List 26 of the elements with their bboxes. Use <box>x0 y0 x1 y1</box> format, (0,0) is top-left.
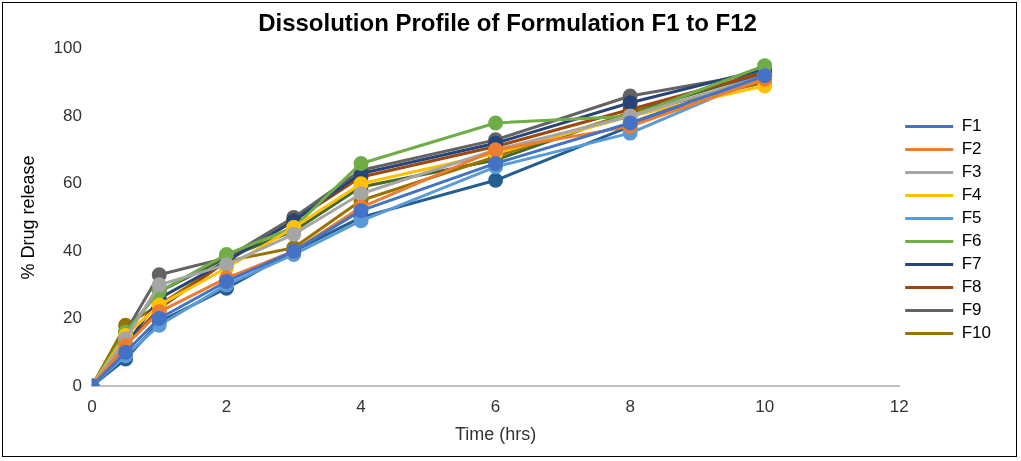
y-tick-label: 0 <box>72 375 82 395</box>
legend-label: F6 <box>961 231 982 251</box>
x-tick-label: 4 <box>356 396 366 416</box>
legend-label: F7 <box>961 254 982 274</box>
x-tick-label: 10 <box>755 396 775 416</box>
legend-label: F10 <box>961 323 991 343</box>
x-tick-label: 2 <box>221 396 232 416</box>
y-tick-label: 60 <box>63 173 82 193</box>
x-tick-label: 0 <box>87 396 97 416</box>
x-tick-label: 12 <box>889 396 909 416</box>
x-axis-title: Time (hrs) <box>454 424 537 445</box>
x-tick-label: 6 <box>490 396 501 416</box>
y-tick-label: 40 <box>63 240 82 260</box>
legend-label: F4 <box>961 185 982 205</box>
legend-label: F9 <box>961 300 982 320</box>
y-tick-label: 100 <box>53 38 82 58</box>
legend-label: F8 <box>961 277 982 297</box>
x-tick-label: 8 <box>625 396 635 416</box>
legend-label: F2 <box>961 139 982 159</box>
y-tick-label: 80 <box>63 105 82 125</box>
y-tick-label: 20 <box>63 308 82 328</box>
legend-label: F5 <box>961 208 982 228</box>
chart-title: Dissolution Profile of Formulation F1 to F12 <box>258 9 757 37</box>
y-axis-title: % Drug release <box>17 155 38 280</box>
legend-label: F3 <box>961 162 982 182</box>
legend-label: F1 <box>961 116 982 136</box>
